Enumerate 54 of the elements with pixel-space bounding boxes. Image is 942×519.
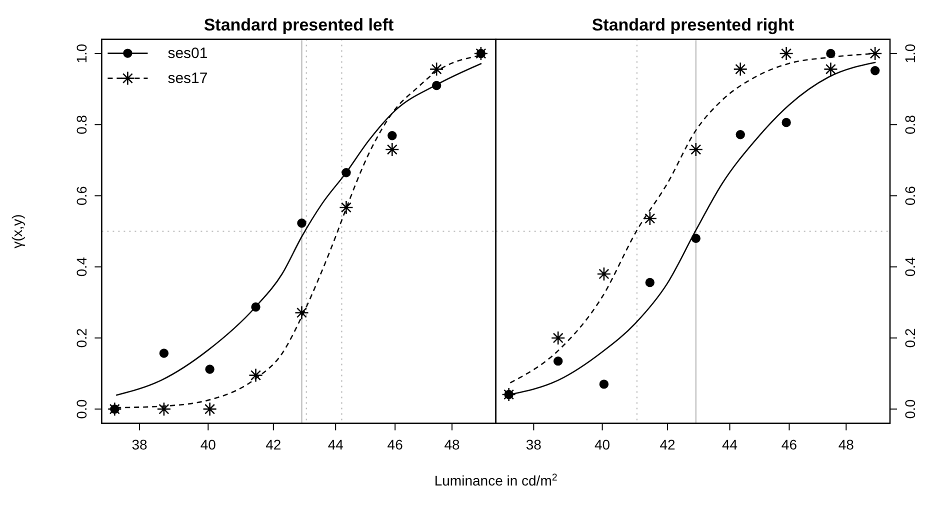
point [202, 402, 217, 416]
point [782, 118, 791, 128]
point [297, 218, 306, 228]
x-tick-label: 46 [781, 436, 798, 452]
point [385, 142, 400, 157]
point [824, 62, 838, 76]
point [688, 142, 704, 157]
y2-tick-label: 0.8 [902, 114, 918, 134]
point [248, 368, 263, 382]
x-tick-label: 38 [132, 436, 148, 452]
point [294, 306, 309, 320]
y2-tick-label: 0.0 [902, 399, 918, 419]
x-tick-label: 40 [594, 436, 610, 452]
point [554, 356, 563, 366]
point [156, 402, 172, 416]
point [599, 380, 609, 389]
legend-label: ses17 [168, 70, 208, 87]
y2-tick-label: 0.4 [902, 256, 918, 277]
y2-tick-label: 1.0 [902, 44, 918, 64]
y-tick-label: 0.8 [74, 114, 90, 134]
x-tick-label: 38 [526, 436, 542, 452]
point [826, 48, 836, 58]
x-tick-label: 42 [266, 436, 282, 452]
point [736, 130, 745, 140]
x-tick-label: 46 [387, 436, 404, 452]
x-tick-label: 48 [838, 436, 854, 452]
y2-tick-label: 0.2 [902, 328, 918, 348]
point [779, 46, 794, 61]
chart-title: Standard presented left [204, 15, 394, 34]
x-tick-label: 40 [200, 436, 216, 452]
chart-title: Standard presented right [592, 15, 794, 34]
point [339, 200, 354, 215]
y-tick-label: 0.4 [74, 256, 90, 277]
y-axis-title: γ(x,y) [9, 214, 25, 248]
point [205, 364, 214, 374]
point [388, 131, 397, 140]
point [550, 330, 566, 346]
point [733, 62, 748, 76]
x-tick-label: 48 [444, 436, 460, 452]
y-tick-label: 0.2 [74, 328, 90, 348]
point [429, 62, 444, 76]
x-tick-label: 44 [722, 436, 738, 452]
point [159, 348, 169, 358]
y2-tick-label: 0.6 [902, 186, 918, 206]
point [645, 278, 655, 288]
legend-label: ses01 [168, 44, 208, 62]
y-tick-label: 1.0 [74, 44, 90, 64]
point [596, 266, 612, 282]
y-tick-label: 0.0 [74, 399, 90, 419]
x-axis-title: Luminance in cd/m$^{2}$ [434, 472, 558, 488]
y-tick-label: 0.6 [74, 186, 90, 206]
point [642, 211, 658, 226]
x-tick-label: 42 [660, 436, 676, 452]
x-tick-label: 44 [328, 436, 344, 452]
